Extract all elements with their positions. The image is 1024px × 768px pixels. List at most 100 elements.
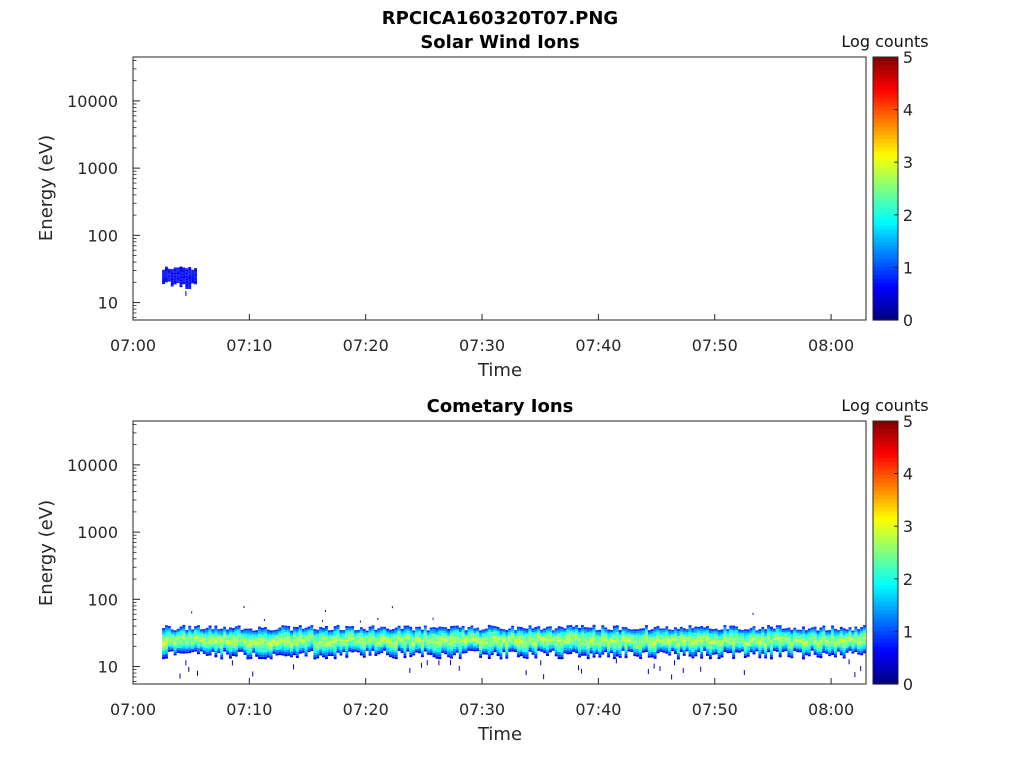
spectrogram-cell — [313, 657, 317, 660]
spectrogram-cell — [327, 635, 331, 638]
spectrogram-cell — [810, 647, 814, 649]
spectrogram-cell — [851, 648, 855, 651]
spectrogram-cell — [758, 647, 762, 650]
spectrogram-cell — [397, 643, 401, 646]
spectrogram-cell — [214, 627, 218, 631]
spectrogram-outlier — [854, 672, 856, 678]
spectrogram-cell — [674, 633, 677, 635]
spectrogram-cell — [854, 630, 858, 632]
spectrogram-cell — [301, 635, 305, 638]
spectrogram-cell — [639, 639, 643, 642]
spectrogram-cell — [188, 270, 192, 272]
spectrogram-cell — [694, 628, 698, 631]
spectrogram-cell — [746, 650, 750, 653]
spectrogram-cell — [612, 637, 616, 640]
spectrogram-cell — [752, 628, 756, 631]
spectrogram-cell — [397, 631, 401, 633]
spectrogram-cell — [804, 644, 808, 647]
spectrogram-cell — [365, 634, 369, 637]
x-tick-label: 07:30 — [459, 336, 505, 355]
spectrogram-cell — [170, 637, 174, 639]
spectrogram-cell — [708, 657, 712, 660]
spectrogram-cell — [778, 627, 782, 630]
spectrogram-cell — [237, 642, 241, 645]
spectrogram-cell — [560, 638, 564, 641]
spectrogram-cell — [822, 631, 826, 634]
colorbar-segment — [873, 167, 898, 173]
spectrogram-cell — [191, 629, 195, 632]
spectrogram-cell — [450, 628, 453, 631]
spectrogram-cell — [162, 630, 165, 633]
spectrogram-cell — [452, 629, 456, 633]
spectrogram-cell — [243, 628, 247, 631]
spectrogram-cell — [822, 637, 826, 640]
spectrogram-cell — [540, 639, 544, 641]
spectrogram-cell — [583, 629, 587, 632]
cometary-panel: Cometary Ions Time Energy (eV) Log count… — [36, 396, 929, 745]
spectrogram-cell — [298, 639, 302, 642]
spectrogram-cell — [825, 645, 829, 648]
spectrogram-cell — [275, 640, 279, 643]
spectrogram-cell — [726, 637, 730, 640]
spectrogram-cell — [729, 635, 733, 638]
spectrogram-cell — [266, 643, 270, 646]
spectrogram-cell — [525, 632, 529, 636]
spectrogram-cell — [793, 644, 797, 647]
spectrogram-cell — [749, 631, 753, 634]
spectrogram-cell — [706, 647, 709, 650]
spectrogram-cell — [543, 642, 547, 645]
spectrogram-cell — [301, 632, 305, 634]
spectrogram-cell — [682, 634, 686, 637]
spectrogram-cell — [304, 654, 308, 657]
spectrogram-cell — [671, 646, 675, 649]
spectrogram-cell — [668, 640, 672, 643]
spectrogram-cell — [484, 634, 488, 636]
spectrogram-cell — [668, 633, 672, 636]
spectrogram-cell — [196, 650, 200, 653]
spectrogram-cell — [191, 275, 195, 277]
spectrogram-cell — [531, 645, 535, 648]
spectrogram-cell — [418, 634, 421, 637]
spectrogram-cell — [767, 650, 771, 653]
spectrogram-cell — [790, 635, 794, 638]
spectrogram-cell — [406, 644, 410, 646]
spectrogram-cell — [179, 273, 183, 276]
spectrogram-cell — [624, 627, 628, 630]
spectrogram-cell — [778, 648, 782, 651]
spectrogram-cell — [499, 633, 503, 636]
spectrogram-cell — [165, 280, 168, 282]
colorbar-segment — [873, 441, 898, 447]
spectrogram-cell — [444, 638, 448, 641]
spectrogram-cell — [173, 269, 177, 272]
spectrogram-cell — [726, 636, 730, 638]
spectrogram-cell — [604, 650, 608, 653]
spectrogram-cell — [199, 649, 203, 652]
spectrogram-cell — [630, 650, 634, 652]
colorbar-segment — [873, 560, 898, 566]
spectrogram-cell — [418, 630, 421, 633]
spectrogram-cell — [188, 274, 192, 277]
spectrogram-cell — [572, 626, 576, 629]
spectrogram-cell — [167, 268, 171, 270]
spectrogram-cell — [476, 632, 480, 635]
spectrogram-cell — [196, 645, 200, 648]
spectrogram-cell — [354, 631, 357, 634]
spectrogram-cell — [578, 653, 581, 656]
spectrogram-cell — [714, 635, 718, 638]
spectrogram-cell — [327, 652, 331, 655]
spectrogram-cell — [691, 649, 695, 652]
spectrogram-cell — [423, 642, 427, 645]
spectrogram-cell — [691, 651, 695, 655]
spectrogram-cell — [400, 640, 404, 643]
colorbar-segment — [873, 155, 898, 161]
spectrogram-cell — [668, 638, 672, 641]
spectrogram-cell — [479, 642, 483, 645]
spectrogram-cell — [348, 637, 352, 639]
spectrogram-cell — [476, 641, 480, 643]
spectrogram-cell — [653, 651, 657, 655]
spectrogram-cell — [854, 642, 858, 645]
spectrogram-cell — [461, 637, 465, 640]
spectrogram-cell — [400, 637, 404, 640]
spectrogram-cell — [642, 650, 645, 653]
spectrogram-cell — [804, 635, 808, 638]
